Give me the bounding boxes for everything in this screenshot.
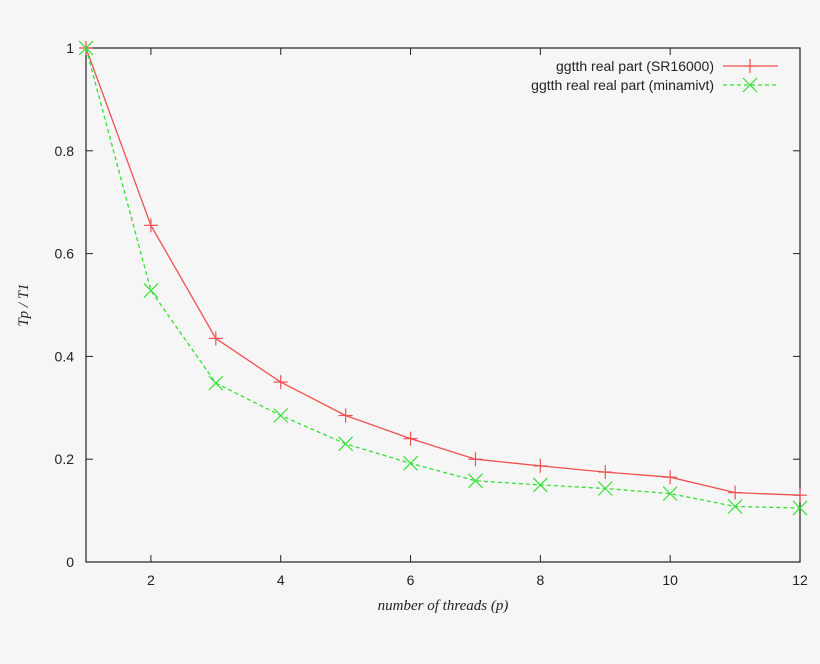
marker-stroke xyxy=(143,283,159,299)
data-point-series-1 xyxy=(208,331,223,346)
marker-stroke xyxy=(208,375,224,391)
legend-label-1: ggtth real part (SR16000) xyxy=(556,58,714,74)
data-point-series-1 xyxy=(663,470,678,485)
data-point-series-1 xyxy=(533,458,548,473)
y-tick-label: 0.4 xyxy=(55,348,75,364)
y-tick-label: 1 xyxy=(66,40,74,56)
y-tick-label: 0.8 xyxy=(55,143,75,159)
data-point-series-1 xyxy=(143,218,158,233)
x-tick-label: 8 xyxy=(536,572,544,588)
data-point-series-2 xyxy=(792,500,808,516)
data-point-series-2 xyxy=(662,486,678,502)
x-tick-label: 4 xyxy=(277,572,285,588)
data-point-series-1 xyxy=(338,408,353,423)
marker-stroke xyxy=(273,408,289,423)
series-line-2 xyxy=(85,47,801,509)
x-tick-label: 2 xyxy=(147,572,155,588)
data-point-series-2 xyxy=(273,408,289,423)
legend-marker-2 xyxy=(742,77,758,93)
data-point-series-1 xyxy=(468,452,483,467)
data-point-series-1 xyxy=(793,488,807,503)
marker-stroke xyxy=(403,455,418,471)
marker-stroke xyxy=(662,486,678,502)
data-point-series-2 xyxy=(403,455,418,471)
plot-frame xyxy=(85,47,801,563)
data-point-series-1 xyxy=(403,431,418,446)
data-point-series-2 xyxy=(532,477,548,493)
legend-marker-1 xyxy=(743,59,757,73)
y-tick-label: 0.2 xyxy=(55,451,75,467)
marker-stroke xyxy=(727,499,743,514)
marker-stroke xyxy=(532,477,548,493)
x-tick-label: 6 xyxy=(407,572,415,588)
data-point-series-2 xyxy=(727,499,743,514)
series-line-1 xyxy=(85,47,801,496)
marker-stroke xyxy=(78,40,94,56)
series-group xyxy=(78,40,808,516)
data-point-series-2 xyxy=(208,375,224,391)
marker-stroke xyxy=(468,473,483,489)
legend-label-2: ggtth real real part (minamivt) xyxy=(531,77,714,93)
y-tick-label: 0 xyxy=(66,554,74,570)
marker-stroke xyxy=(792,500,808,516)
data-point-series-2 xyxy=(143,283,159,299)
y-tick-label: 0.6 xyxy=(55,246,75,262)
axis-ticks: 00.20.40.60.812 4 6 8 10 12 xyxy=(55,40,808,588)
data-point-series-1 xyxy=(273,375,288,390)
data-point-series-2 xyxy=(78,40,94,56)
marker-stroke xyxy=(338,436,354,452)
data-point-series-1 xyxy=(598,465,613,480)
x-tick-label: 10 xyxy=(662,572,678,588)
x-axis-title: number of threads (p) xyxy=(378,598,509,614)
marker-stroke xyxy=(597,481,613,496)
x-tick-label: 12 xyxy=(792,572,808,588)
data-point-series-1 xyxy=(728,485,743,500)
data-point-series-2 xyxy=(468,473,483,489)
y-axis-title: Tp / T1 xyxy=(16,283,32,326)
data-point-series-2 xyxy=(338,436,354,452)
data-point-series-2 xyxy=(597,481,613,496)
marker-stroke xyxy=(742,77,758,93)
legend: ggtth real part (SR16000) ggtth real real… xyxy=(531,58,778,93)
